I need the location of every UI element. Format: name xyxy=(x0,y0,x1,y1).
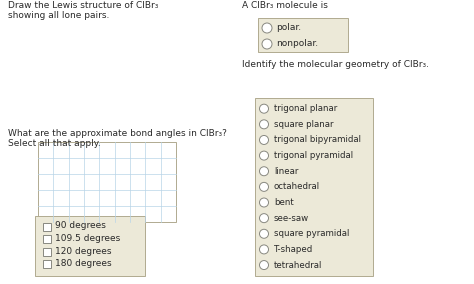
Text: octahedral: octahedral xyxy=(274,182,320,191)
Text: 109.5 degrees: 109.5 degrees xyxy=(55,234,120,243)
Circle shape xyxy=(259,182,268,191)
Circle shape xyxy=(259,198,268,207)
Bar xyxy=(43,260,51,268)
Text: nonpolar.: nonpolar. xyxy=(276,39,318,49)
Text: square planar: square planar xyxy=(274,120,334,129)
Text: trigonal planar: trigonal planar xyxy=(274,104,337,113)
Text: trigonal pyramidal: trigonal pyramidal xyxy=(274,151,353,160)
Text: tetrahedral: tetrahedral xyxy=(274,260,322,270)
Text: square pyramidal: square pyramidal xyxy=(274,229,349,238)
Circle shape xyxy=(259,214,268,223)
Text: 120 degrees: 120 degrees xyxy=(55,247,111,256)
Text: 90 degrees: 90 degrees xyxy=(55,222,106,231)
Circle shape xyxy=(259,151,268,160)
Text: see-saw: see-saw xyxy=(274,214,309,223)
Text: linear: linear xyxy=(274,167,298,176)
Text: Identify the molecular geometry of ClBr₃.: Identify the molecular geometry of ClBr₃… xyxy=(242,60,429,69)
Text: bent: bent xyxy=(274,198,294,207)
Circle shape xyxy=(262,39,272,49)
Bar xyxy=(43,235,51,243)
Circle shape xyxy=(259,229,268,238)
Circle shape xyxy=(259,104,268,113)
Circle shape xyxy=(259,260,268,270)
Bar xyxy=(38,142,176,222)
Text: Draw the Lewis structure of ClBr₃: Draw the Lewis structure of ClBr₃ xyxy=(8,1,158,10)
Bar xyxy=(35,216,145,276)
Bar xyxy=(258,18,348,52)
Text: What are the approximate bond angles in ClBr₃?: What are the approximate bond angles in … xyxy=(8,129,227,138)
Text: A ClBr₃ molecule is: A ClBr₃ molecule is xyxy=(242,1,328,10)
Text: showing all lone pairs.: showing all lone pairs. xyxy=(8,11,109,20)
Circle shape xyxy=(262,23,272,33)
Text: 180 degrees: 180 degrees xyxy=(55,259,111,268)
Circle shape xyxy=(259,245,268,254)
Text: polar.: polar. xyxy=(276,24,301,32)
Circle shape xyxy=(259,167,268,176)
Bar xyxy=(43,247,51,256)
Circle shape xyxy=(259,120,268,129)
Circle shape xyxy=(259,135,268,145)
Bar xyxy=(43,222,51,231)
Bar xyxy=(255,98,373,276)
Text: Select all that apply.: Select all that apply. xyxy=(8,139,101,148)
Text: trigonal bipyramidal: trigonal bipyramidal xyxy=(274,135,361,145)
Text: T-shaped: T-shaped xyxy=(274,245,313,254)
